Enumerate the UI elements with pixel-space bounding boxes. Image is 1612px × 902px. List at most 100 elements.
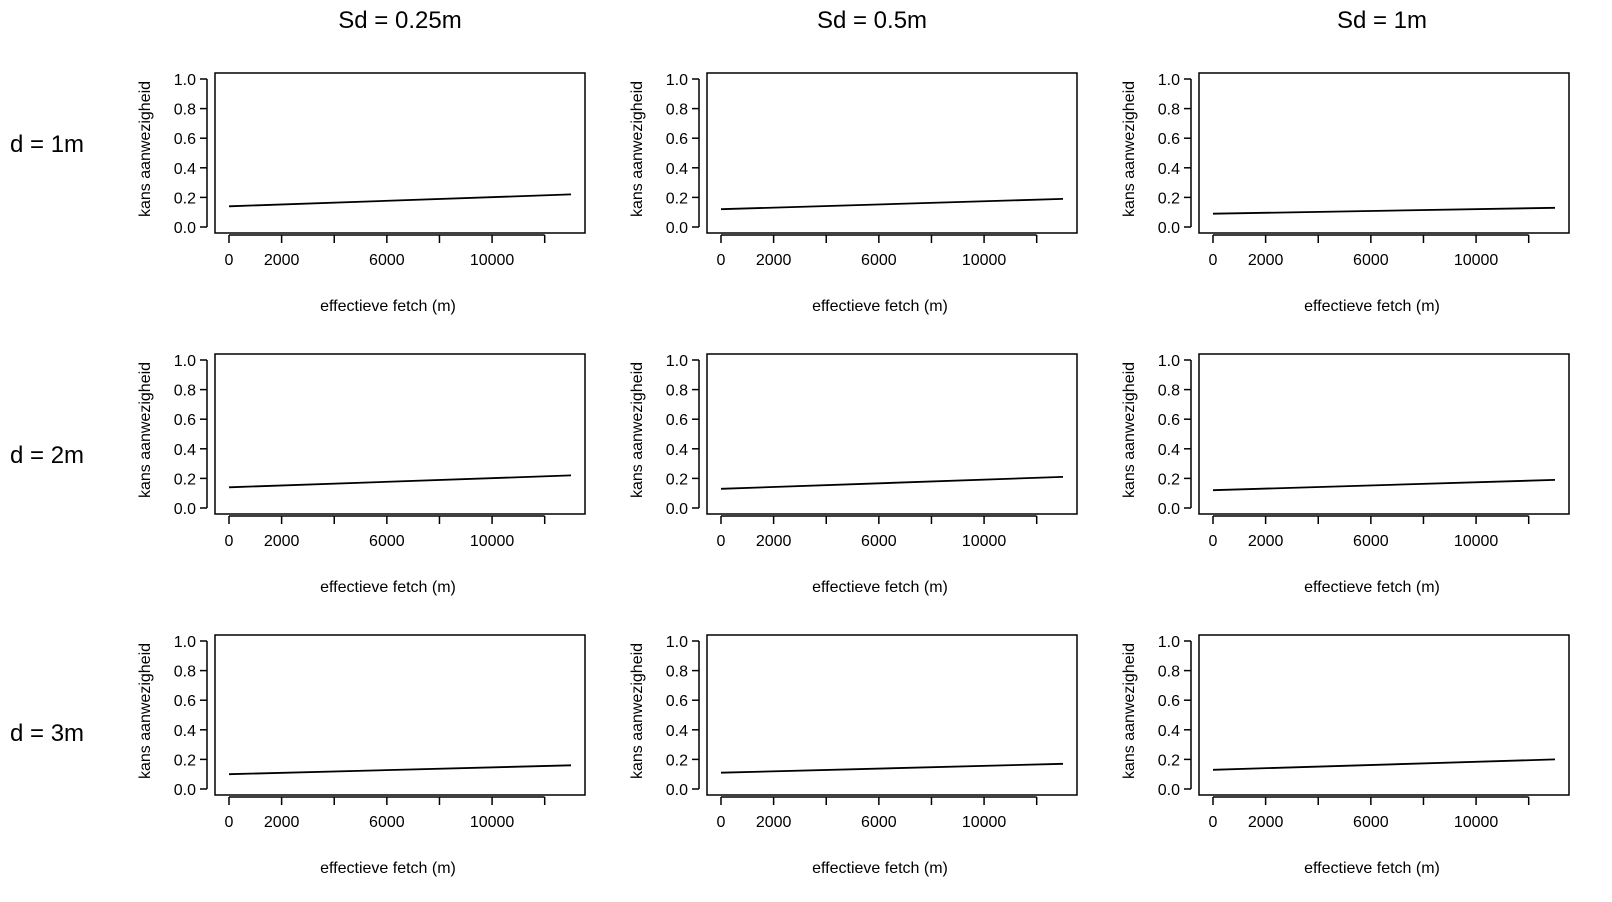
y-tick-label: 0.6 bbox=[174, 412, 196, 429]
panel-r2-c1: 0.0 0.2 0.4 0.6 0.8 1.0 0 2000 6000 10000 effectie… bbox=[137, 353, 586, 596]
y-tick-label: 0.8 bbox=[174, 383, 196, 400]
y-tick-label: 1.0 bbox=[666, 634, 688, 651]
y-tick-label: 0.8 bbox=[666, 664, 688, 681]
y-axis-title: kans aanwezigheid bbox=[1121, 643, 1138, 779]
panel-r2-c2: 0.0 0.2 0.4 0.6 0.8 1.0 0 2000 6000 10000 effectie… bbox=[629, 353, 1078, 596]
row-label-d-3: d = 3m bbox=[10, 720, 84, 747]
panels: 0.0 0.2 0.4 0.6 0.8 1.0 0 2000 6000 10000 effectie… bbox=[137, 72, 1570, 877]
series-line bbox=[720, 762, 1064, 774]
y-tick-label: 0.4 bbox=[1158, 161, 1180, 178]
x-tick-label: 0 bbox=[225, 814, 234, 831]
y-tick-label: 0.2 bbox=[174, 471, 196, 488]
y-tick-label: 0.0 bbox=[1158, 501, 1180, 518]
x-tick-label: 2000 bbox=[756, 252, 792, 269]
x-axis-title: effectieve fetch (m) bbox=[812, 298, 948, 315]
y-tick-label: 0.2 bbox=[1158, 471, 1180, 488]
y-tick-label: 0.8 bbox=[666, 383, 688, 400]
x-tick-label: 2000 bbox=[264, 814, 300, 831]
y-tick-label: 0.6 bbox=[174, 693, 196, 710]
x-tick-label: 0 bbox=[1209, 252, 1218, 269]
series-line bbox=[228, 193, 572, 208]
x-tick-label: 0 bbox=[1209, 814, 1218, 831]
x-tick-label: 6000 bbox=[1353, 252, 1389, 269]
x-axis-title: effectieve fetch (m) bbox=[1304, 298, 1440, 315]
panel-r3-c2: 0.0 0.2 0.4 0.6 0.8 1.0 0 2000 6000 10000 effectie… bbox=[629, 634, 1078, 877]
x-axis-title: effectieve fetch (m) bbox=[320, 860, 456, 877]
x-tick-label: 2000 bbox=[1248, 814, 1284, 831]
series-line bbox=[720, 476, 1064, 490]
y-tick-label: 0.6 bbox=[174, 131, 196, 148]
x-tick-label: 6000 bbox=[861, 814, 897, 831]
y-tick-label: 0.4 bbox=[1158, 723, 1180, 740]
x-tick-label: 10000 bbox=[1454, 814, 1499, 831]
y-tick-label: 0.6 bbox=[1158, 131, 1180, 148]
x-tick-label: 10000 bbox=[962, 252, 1007, 269]
y-tick-label: 0.8 bbox=[174, 664, 196, 681]
y-tick-label: 0.4 bbox=[666, 161, 688, 178]
y-tick-label: 0.8 bbox=[666, 102, 688, 119]
row-label-d-2: d = 2m bbox=[10, 442, 84, 469]
y-tick-label: 1.0 bbox=[174, 72, 196, 89]
y-tick-label: 0.4 bbox=[1158, 442, 1180, 459]
y-tick-label: 0.0 bbox=[174, 501, 196, 518]
y-tick-label: 0.4 bbox=[666, 442, 688, 459]
row-label-d-1: d = 1m bbox=[10, 131, 84, 158]
row-labels: d = 1m d = 2m d = 3m bbox=[10, 131, 84, 747]
plot-frame bbox=[214, 634, 586, 796]
x-tick-label: 2000 bbox=[756, 814, 792, 831]
y-tick-label: 0.8 bbox=[1158, 383, 1180, 400]
panel-r3-c3: 0.0 0.2 0.4 0.6 0.8 1.0 0 2000 6000 10000 effectie… bbox=[1121, 634, 1570, 877]
x-tick-label: 6000 bbox=[861, 252, 897, 269]
x-tick-label: 10000 bbox=[470, 814, 515, 831]
y-tick-label: 1.0 bbox=[174, 634, 196, 651]
y-tick-label: 0.4 bbox=[174, 442, 196, 459]
column-title-sd-1: Sd = 1m bbox=[1337, 7, 1427, 34]
x-tick-label: 6000 bbox=[369, 814, 405, 831]
x-tick-label: 6000 bbox=[369, 533, 405, 550]
y-tick-label: 0.6 bbox=[1158, 693, 1180, 710]
y-tick-label: 0.6 bbox=[666, 693, 688, 710]
x-tick-label: 6000 bbox=[1353, 533, 1389, 550]
x-axis-title: effectieve fetch (m) bbox=[1304, 579, 1440, 596]
column-title-sd-0-5: Sd = 0.5m bbox=[817, 7, 927, 34]
x-axis-title: effectieve fetch (m) bbox=[812, 860, 948, 877]
y-tick-label: 0.6 bbox=[666, 412, 688, 429]
y-tick-label: 0.0 bbox=[174, 782, 196, 799]
panel-r3-c1: 0.0 0.2 0.4 0.6 0.8 1.0 0 2000 6000 10000 effectie… bbox=[137, 634, 586, 877]
x-tick-label: 10000 bbox=[1454, 533, 1499, 550]
y-tick-label: 0.2 bbox=[666, 752, 688, 769]
x-axis-title: effectieve fetch (m) bbox=[1304, 860, 1440, 877]
y-axis-title: kans aanwezigheid bbox=[629, 81, 646, 217]
y-axis-title: kans aanwezigheid bbox=[1121, 362, 1138, 498]
y-tick-label: 0.0 bbox=[666, 782, 688, 799]
series-line bbox=[1212, 206, 1556, 215]
x-tick-label: 0 bbox=[1209, 533, 1218, 550]
y-axis-title: kans aanwezigheid bbox=[137, 643, 154, 779]
y-tick-label: 1.0 bbox=[666, 353, 688, 370]
y-tick-label: 0.2 bbox=[174, 190, 196, 207]
x-tick-label: 0 bbox=[225, 252, 234, 269]
x-tick-label: 2000 bbox=[756, 533, 792, 550]
y-axis-title: kans aanwezigheid bbox=[629, 362, 646, 498]
x-axis-title: effectieve fetch (m) bbox=[320, 579, 456, 596]
y-tick-label: 0.2 bbox=[1158, 190, 1180, 207]
plot-frame bbox=[1198, 72, 1570, 234]
x-tick-label: 10000 bbox=[470, 533, 515, 550]
plot-frame bbox=[1198, 353, 1570, 515]
column-title-sd-0-25: Sd = 0.25m bbox=[338, 7, 461, 34]
x-tick-label: 10000 bbox=[1454, 252, 1499, 269]
plot-frame bbox=[1198, 634, 1570, 796]
x-axis-title: effectieve fetch (m) bbox=[320, 298, 456, 315]
y-tick-label: 0.0 bbox=[666, 501, 688, 518]
y-tick-label: 0.0 bbox=[666, 220, 688, 237]
y-tick-label: 1.0 bbox=[1158, 353, 1180, 370]
panel-r1-c1: 0.0 0.2 0.4 0.6 0.8 1.0 0 2000 6000 10000 effectie… bbox=[137, 72, 586, 315]
y-tick-label: 0.4 bbox=[666, 723, 688, 740]
x-tick-label: 10000 bbox=[470, 252, 515, 269]
panel-r2-c3: 0.0 0.2 0.4 0.6 0.8 1.0 0 2000 6000 10000 effectie… bbox=[1121, 353, 1570, 596]
y-axis-title: kans aanwezigheid bbox=[137, 362, 154, 498]
y-tick-label: 0.8 bbox=[1158, 102, 1180, 119]
x-tick-label: 10000 bbox=[962, 533, 1007, 550]
x-tick-label: 6000 bbox=[369, 252, 405, 269]
x-tick-label: 2000 bbox=[264, 252, 300, 269]
